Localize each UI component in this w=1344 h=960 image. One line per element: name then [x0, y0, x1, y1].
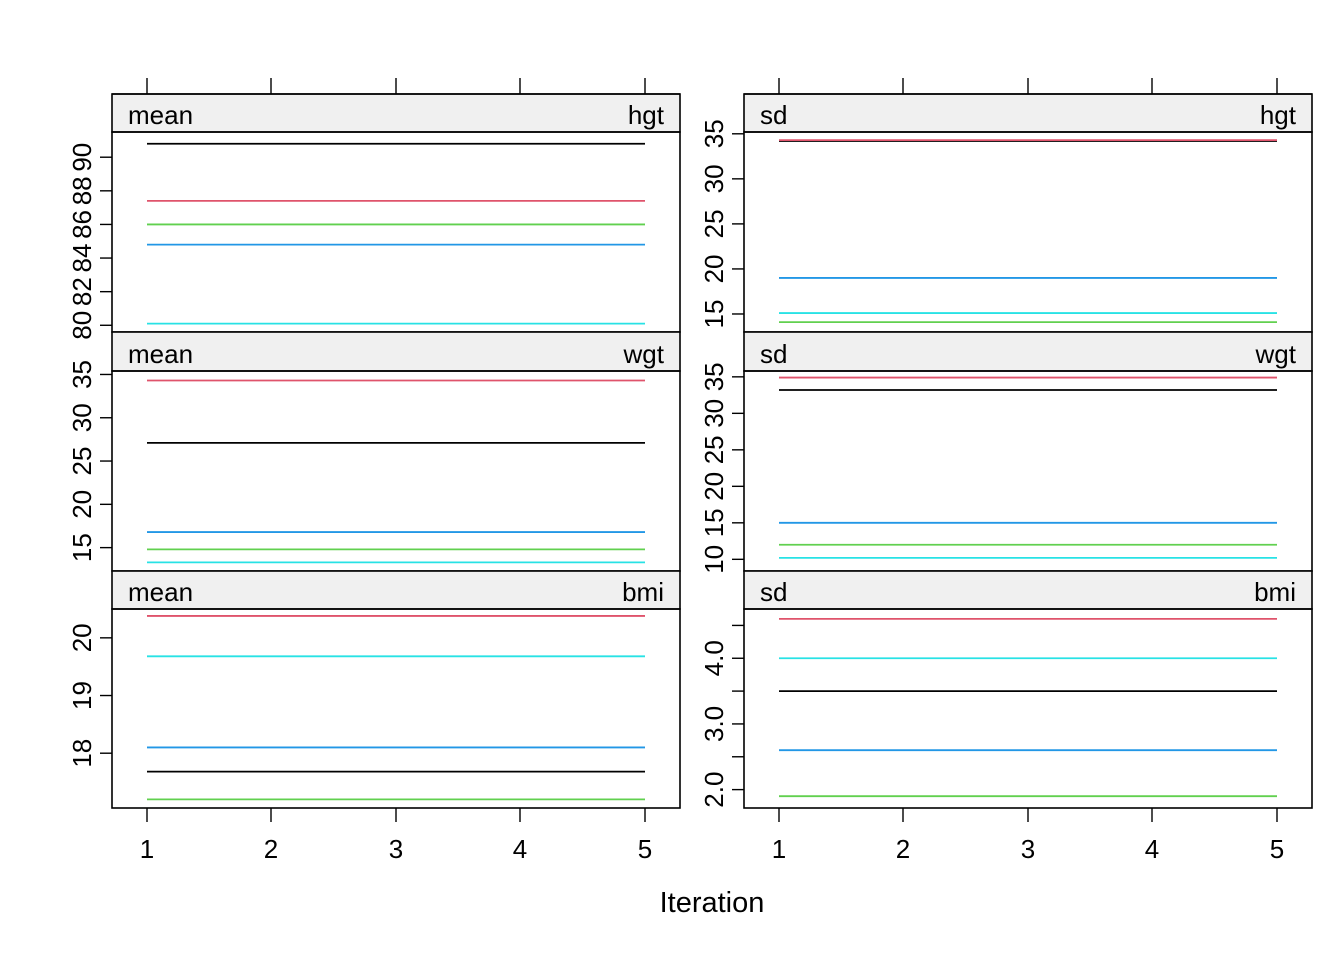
- panel-mean-wgt: mean wgt 15 20 25 30 35: [67, 331, 681, 572]
- strip-stat-label: sd: [760, 339, 787, 369]
- panel-sd-hgt: sd hgt 15 20 25 30 35: [699, 93, 1313, 333]
- panel-frame: [743, 131, 1313, 333]
- y-tick-label: 30: [699, 399, 729, 428]
- strip-variable-label: wgt: [623, 339, 665, 369]
- strip-variable-label: bmi: [1254, 577, 1296, 607]
- strip-stat-label: mean: [128, 577, 193, 607]
- y-tick-label: 15: [67, 533, 97, 562]
- y-tick-label: 88: [67, 176, 97, 205]
- y-tick-label: 2.0: [699, 772, 729, 808]
- panel-frame: [111, 608, 681, 809]
- y-tick-label: 25: [67, 447, 97, 476]
- y-tick-label: 84: [67, 244, 97, 273]
- y-tick-label: 20: [699, 254, 729, 283]
- y-tick-label: 82: [67, 277, 97, 306]
- y-tick-label: 35: [699, 362, 729, 391]
- y-tick-label: 10: [699, 545, 729, 574]
- strip-background: [743, 331, 1313, 372]
- strip-stat-label: mean: [128, 339, 193, 369]
- y-tick-label: 30: [67, 403, 97, 432]
- y-tick-label: 35: [699, 119, 729, 148]
- x-axis-column-2: 1 2 3 4 5: [744, 78, 1312, 864]
- y-tick-label: 20: [67, 490, 97, 519]
- y-tick-label: 20: [67, 623, 97, 652]
- panel-mean-bmi: mean bmi 18 19 20: [67, 570, 681, 809]
- y-tick-label: 25: [699, 435, 729, 464]
- x-axis-label: Iteration: [660, 887, 765, 919]
- x-tick-label: 3: [1021, 834, 1035, 864]
- panel-frame: [743, 370, 1313, 572]
- y-tick-label: 30: [699, 164, 729, 193]
- x-tick-label: 5: [1270, 834, 1284, 864]
- x-tick-label: 2: [264, 834, 278, 864]
- panel-mean-hgt: mean hgt 80 82 84 86 88 90: [67, 93, 681, 340]
- x-tick-label: 1: [772, 834, 786, 864]
- x-tick-label: 1: [140, 834, 154, 864]
- y-tick-label: 20: [699, 472, 729, 501]
- y-tick-label: 90: [67, 143, 97, 172]
- panel-frame: [743, 608, 1313, 809]
- x-tick-label: 3: [389, 834, 403, 864]
- strip-stat-label: mean: [128, 100, 193, 130]
- y-tick-label: 4.0: [699, 640, 729, 676]
- panel-sd-bmi: sd bmi 2.0 3.0 4.0: [699, 570, 1313, 809]
- y-tick-label: 15: [699, 300, 729, 329]
- strip-variable-label: wgt: [1255, 339, 1297, 369]
- strip-variable-label: hgt: [1260, 100, 1297, 130]
- y-tick-label: 35: [67, 360, 97, 389]
- y-tick-label: 25: [699, 209, 729, 238]
- x-axis-column-1: 1 2 3 4 5: [112, 78, 680, 864]
- y-tick-label: 80: [67, 311, 97, 340]
- strip-stat-label: sd: [760, 100, 787, 130]
- y-tick-label: 86: [67, 210, 97, 239]
- panel-frame: [111, 370, 681, 572]
- strip-background: [111, 331, 681, 372]
- strip-background: [111, 93, 681, 133]
- y-tick-label: 18: [67, 739, 97, 768]
- strip-stat-label: sd: [760, 577, 787, 607]
- x-tick-label: 2: [896, 834, 910, 864]
- strip-background: [743, 570, 1313, 610]
- panel-sd-wgt: sd wgt 10 15 20 25 30 35: [699, 331, 1313, 574]
- x-tick-label: 4: [513, 834, 527, 864]
- y-tick-label: 3.0: [699, 706, 729, 742]
- y-tick-label: 15: [699, 508, 729, 537]
- x-tick-label: 4: [1145, 834, 1159, 864]
- y-tick-label: 19: [67, 681, 97, 710]
- strip-variable-label: hgt: [628, 100, 665, 130]
- x-tick-label: 5: [638, 834, 652, 864]
- strip-background: [743, 93, 1313, 133]
- strip-background: [111, 570, 681, 610]
- strip-variable-label: bmi: [622, 577, 664, 607]
- panel-frame: [111, 131, 681, 333]
